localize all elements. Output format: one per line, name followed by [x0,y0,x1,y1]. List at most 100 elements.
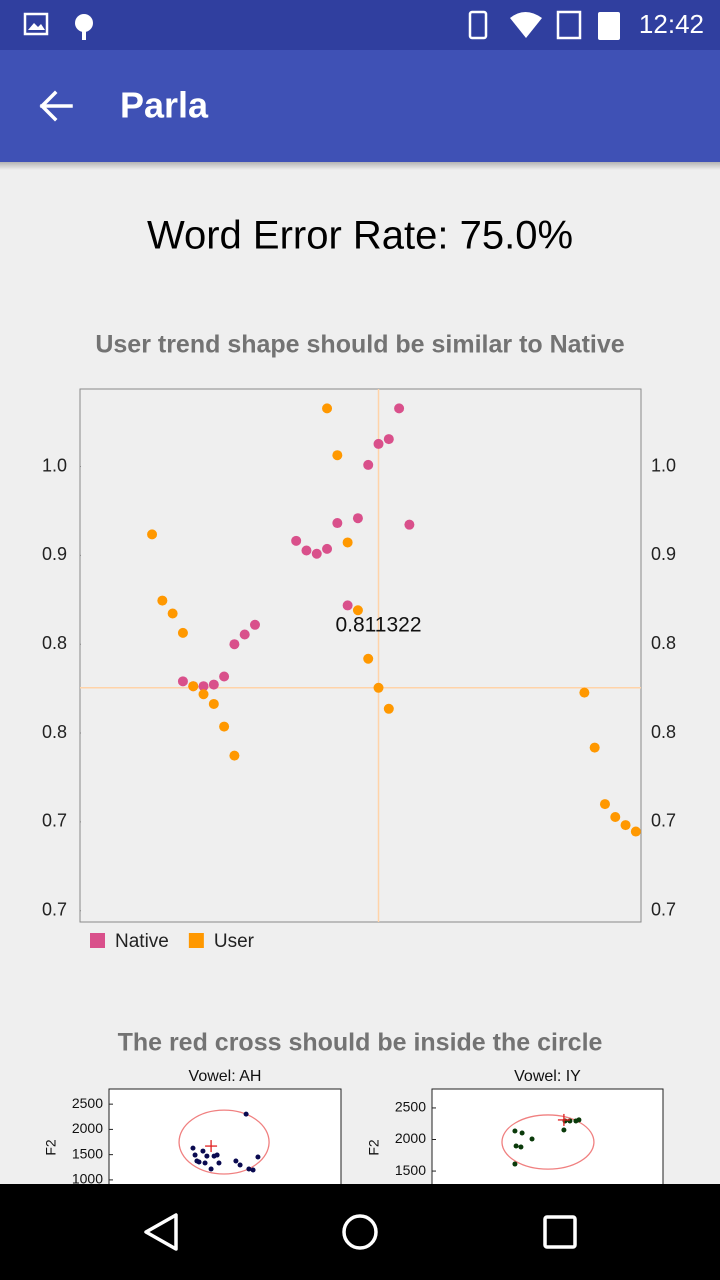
y-tick-label: 0.8 [42,722,67,742]
data-point [529,1136,535,1142]
data-point [208,698,219,709]
y-tick-label: 0.7 [42,811,67,831]
data-point [373,438,384,449]
data-point [229,750,240,761]
app-title: Parla [120,85,209,126]
data-point [311,548,322,559]
plot-points [147,403,641,837]
vowel-title: Vowel: AH [189,1068,262,1085]
data-point [219,671,230,682]
vowel-title: Vowel: IY [514,1068,581,1085]
data-point [363,459,374,470]
vowel-ylabel: F2 [366,1139,382,1156]
data-point [512,1128,518,1134]
data-point [157,595,168,606]
y-tick-label: 1.0 [42,455,67,475]
y2-tick-label: 0.7 [651,811,676,831]
legend-swatch [188,933,204,948]
data-point [322,403,333,414]
data-point [192,1152,198,1158]
y2-tick-label: 1.0 [651,455,676,475]
plot-frame [79,388,642,923]
data-point [404,519,415,530]
data-point [383,703,394,714]
data-point [383,434,394,445]
data-point [233,1158,239,1164]
status-icons [23,10,620,40]
back-button[interactable] [39,90,73,122]
data-point [167,608,178,619]
data-point [342,537,353,548]
vowel-y-tick-label: 2500 [395,1099,426,1115]
data-point [352,605,363,616]
crosshair-label: 0.811322 [335,614,421,637]
y-tick-label: 0.7 [42,899,67,919]
vowel-ellipse [178,1109,270,1175]
data-point [198,681,209,692]
data-point [202,1160,208,1166]
data-point [250,1167,256,1173]
data-point [194,1158,200,1164]
data-point [630,826,641,837]
vowel-frame [108,1088,342,1191]
data-point [147,529,158,540]
data-point [214,1152,220,1158]
vowel-y-tick-label: 2000 [395,1130,426,1146]
legend-label: Native [115,931,169,952]
data-point [237,1162,243,1168]
data-point [352,513,363,524]
data-point [363,653,374,664]
data-point [208,1166,214,1172]
data-point [518,1144,524,1150]
app-bar [0,50,720,162]
nav-recents[interactable] [543,1215,577,1249]
data-point [243,1111,249,1117]
data-point [332,518,343,529]
data-point [204,1153,210,1159]
data-point [219,721,230,732]
content: Word Error Rate: 75.0% User trend shape … [42,214,676,1191]
nav-home[interactable] [342,1214,378,1250]
data-point [394,403,405,414]
y2-tick-label: 0.8 [651,722,676,742]
data-point [579,687,590,698]
data-point [190,1145,196,1151]
data-point [589,742,600,753]
vowel-section-title: The red cross should be inside the circl… [118,1029,603,1057]
data-point [188,681,199,692]
data-point [513,1143,519,1149]
nav-back[interactable] [144,1213,178,1251]
data-point [246,1166,252,1172]
data-point [208,679,219,690]
data-point [301,545,312,556]
data-point [177,676,188,687]
data-point [239,629,250,640]
app-bar-shadow [0,162,720,170]
vowel-y-tick-label: 2500 [72,1095,103,1111]
data-point [322,543,333,554]
word-error-rate: Word Error Rate: 75.0% [147,214,573,258]
data-point [512,1161,518,1167]
chart-title: User trend shape should be similar to Na… [95,331,624,359]
nav-bar [0,1184,720,1280]
vowel-y-tick-label: 1000 [72,1171,103,1187]
data-point [567,1118,573,1124]
vowel-ylabel: F2 [43,1139,59,1156]
data-point [291,535,302,546]
data-point [200,1148,206,1154]
vowel-ellipse [501,1114,595,1170]
data-point [332,450,343,461]
data-point [216,1160,222,1166]
vowel-frame [431,1088,664,1191]
legend-swatch [90,933,105,948]
data-point [249,619,260,630]
data-point [519,1130,525,1136]
data-point [198,689,209,700]
y2-tick-label: 0.9 [651,544,676,564]
data-point [620,820,631,831]
data-point [599,799,610,810]
legend-label: User [214,931,255,952]
